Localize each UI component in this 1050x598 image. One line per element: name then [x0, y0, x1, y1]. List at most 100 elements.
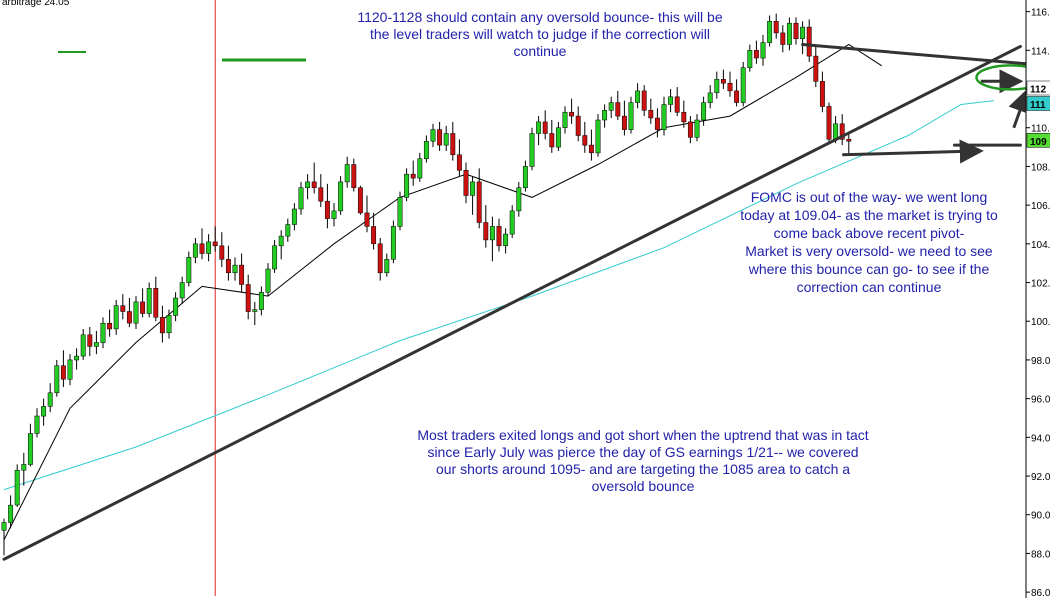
annotation-line: continue: [514, 43, 567, 59]
candle-body: [252, 309, 258, 312]
candle-body: [371, 226, 377, 245]
candle-body: [483, 222, 489, 241]
candle-body: [654, 117, 660, 130]
y-tick-label: 94.0: [1031, 433, 1050, 444]
y-tick-label: 90.0: [1031, 511, 1050, 522]
header-partial-label: arbitrage 24.05: [2, 0, 70, 8]
candle-body: [120, 305, 126, 312]
candle-body: [318, 187, 324, 202]
candle-body: [562, 111, 568, 128]
candle-body: [443, 133, 449, 146]
candle-body: [1, 522, 7, 531]
candle-body: [351, 164, 357, 188]
y-tick-label: 96.0: [1031, 395, 1050, 406]
candle-body: [635, 90, 641, 103]
candle-body: [734, 90, 740, 103]
candle-body: [595, 119, 601, 154]
annotation-line: today at 109.04- as the market is trying…: [740, 207, 998, 223]
candle-body: [536, 121, 542, 134]
candle-body: [14, 469, 20, 506]
candle-body: [681, 111, 687, 123]
candle-body: [47, 392, 53, 407]
candle-body: [496, 226, 502, 247]
annotation-2: FOMC is out of the way- we went long toda…: [740, 189, 998, 295]
candle-body: [800, 26, 806, 39]
annotation-line: since Early July was pierce the day of G…: [427, 444, 858, 460]
candle-body: [159, 317, 165, 334]
candle-body: [338, 181, 344, 212]
candle-body: [437, 129, 443, 146]
candle-body: [456, 154, 462, 171]
annotation-line: where this bounce can go- to see if the: [748, 261, 990, 277]
candle-body: [225, 259, 231, 274]
candle-body: [27, 433, 33, 465]
candle-body: [404, 173, 410, 198]
annotation-3: Most traders exited longs and got short …: [417, 427, 868, 494]
y-tick-label: 88.0: [1031, 549, 1050, 560]
candle-body: [615, 102, 621, 117]
candle-body: [628, 102, 634, 130]
annotation-line: the level traders will watch to judge if…: [370, 26, 710, 42]
candle-body: [641, 90, 647, 111]
price-tag-label: 111: [1030, 100, 1046, 111]
candle-body: [661, 104, 667, 130]
y-tick-label: 100.0: [1031, 317, 1050, 328]
candle-body: [806, 26, 812, 57]
candle-body: [542, 121, 548, 134]
candle-body: [186, 257, 192, 283]
candle-body: [470, 181, 476, 196]
price-tag: [1026, 133, 1050, 148]
candle-body: [285, 224, 291, 237]
candle-body: [212, 241, 218, 247]
candle-body: [813, 55, 819, 82]
y-tick-label: 104.0: [1031, 240, 1050, 251]
candle-body: [707, 92, 713, 103]
candle-body: [331, 210, 337, 219]
candle-body: [364, 212, 370, 227]
candle-body: [648, 110, 654, 119]
candle-body: [219, 245, 225, 260]
candle-body: [74, 355, 80, 361]
annotation-1: 1120-1128 should contain any oversold bo…: [357, 9, 722, 59]
candle-body: [265, 268, 271, 293]
candle-body: [166, 315, 172, 334]
candle-body: [476, 181, 482, 223]
candle-body: [780, 32, 786, 45]
y-tick-label: 86.0: [1031, 588, 1050, 598]
candle-body: [67, 359, 73, 380]
candle-body: [489, 226, 495, 241]
candle-body: [377, 243, 383, 274]
annotation-line: our shorts around 1095- and are targetin…: [436, 461, 850, 477]
candle-body: [740, 67, 746, 103]
candle-body: [760, 42, 766, 59]
candle-body: [714, 79, 720, 94]
arrow-3: [1008, 88, 1032, 129]
candle-body: [384, 259, 390, 274]
candle-body: [126, 311, 132, 324]
candle-body: [793, 22, 799, 39]
candle-body: [311, 181, 317, 188]
candle-body: [140, 301, 146, 314]
candle-body: [767, 21, 773, 43]
candle-body: [503, 233, 509, 246]
candle-body: [522, 166, 528, 188]
candle-body: [107, 322, 113, 330]
candle-body: [344, 164, 350, 183]
candle-body: [305, 181, 311, 188]
candle-body: [674, 96, 680, 113]
annotation-line: Market is very oversold- we need to see: [745, 243, 993, 259]
candle-body: [463, 170, 469, 196]
candle-body: [569, 111, 575, 117]
annotation-line: come back above recent pivot-: [774, 225, 965, 241]
candle-body: [390, 226, 396, 260]
y-tick-label: 98.0: [1031, 356, 1050, 367]
candle-body: [430, 129, 436, 142]
y-tick-label: 106.0: [1031, 201, 1050, 212]
candle-body: [272, 245, 278, 270]
candle-body: [720, 79, 726, 84]
candle-body: [357, 187, 363, 214]
candle-body: [687, 121, 693, 138]
candle-body: [826, 106, 832, 140]
y-tick-label: 110.0: [1031, 124, 1050, 135]
candle-body: [575, 115, 581, 136]
